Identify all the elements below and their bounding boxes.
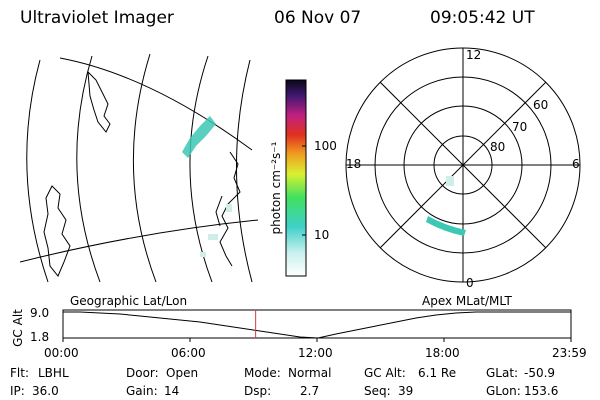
info-glat-value: -50.9 xyxy=(524,366,556,380)
instrument-title: Ultraviolet Imager xyxy=(20,8,174,28)
timeline-xtick-1200: 12:00 xyxy=(298,346,333,360)
map-coastline xyxy=(87,70,111,133)
info-glat-label: GLat: xyxy=(486,366,519,380)
map-lat-arc xyxy=(26,59,49,283)
timeline-ytick-9: 9.0 xyxy=(30,306,50,320)
date-label: 06 Nov 07 xyxy=(274,8,362,28)
polar-diagonal xyxy=(379,81,547,249)
mlt-label-12: 12 xyxy=(466,48,482,62)
info-gain-value: 14 xyxy=(164,384,180,398)
info-seq-value: 39 xyxy=(398,384,414,398)
timeline-frame xyxy=(62,309,572,339)
info-door-value: Open xyxy=(166,366,199,380)
aurora-speckle xyxy=(200,252,206,257)
timeline-ytick-1-8: 1.8 xyxy=(30,330,50,344)
map-lon-line xyxy=(59,57,253,151)
info-dsp-value: 2.7 xyxy=(300,384,320,398)
map-lat-arc xyxy=(132,53,157,283)
info-gcalt-label: GC Alt: xyxy=(364,366,406,380)
mlt-label-18: 18 xyxy=(346,157,362,171)
polar-aurora-oval xyxy=(426,216,466,236)
lat-label-80: 80 xyxy=(490,140,506,154)
map-coastline xyxy=(43,185,71,277)
lat-label-70: 70 xyxy=(512,120,528,134)
info-gcalt-value: 6.1 Re xyxy=(418,366,457,380)
timeline-xtick-2359: 23:59 xyxy=(552,346,587,360)
timeline-left-title: Geographic Lat/Lon xyxy=(70,294,188,308)
info-mode-label: Mode: xyxy=(244,366,281,380)
aurora-speckle xyxy=(208,234,218,240)
info-dsp-label: Dsp: xyxy=(244,384,272,398)
info-door-label: Door: xyxy=(126,366,159,380)
info-mode-value: Normal xyxy=(288,366,332,380)
mlt-label-0: 0 xyxy=(466,276,474,290)
timeline-right-title: Apex MLat/MLT xyxy=(422,294,512,308)
map-lat-arc xyxy=(76,55,101,283)
polar-aurora-speckle xyxy=(446,176,454,186)
aurora-patch xyxy=(182,116,216,158)
time-label: 09:05:42 UT xyxy=(430,8,535,28)
timeline-xtick-0600: 06:00 xyxy=(171,346,206,360)
map-lon-line xyxy=(20,219,258,263)
colorbar-scale xyxy=(285,79,307,277)
lat-label-60: 60 xyxy=(533,98,549,112)
mlt-label-6: 6 xyxy=(572,157,580,171)
timeline-xtick-0000: 00:00 xyxy=(44,346,79,360)
aurora-speckle xyxy=(226,204,232,212)
colorbar-tick-100: 100 xyxy=(314,139,337,153)
info-glon-value: 153.6 xyxy=(524,384,559,398)
info-gain-label: Gain: xyxy=(126,384,158,398)
info-glon-label: GLon: xyxy=(486,384,521,398)
info-ip-value: 36.0 xyxy=(32,384,59,398)
timeline-xtick-1800: 18:00 xyxy=(425,346,460,360)
info-ip-label: IP: xyxy=(10,384,25,398)
map-coastline xyxy=(215,195,223,227)
info-flt-value: LBHL xyxy=(38,366,69,380)
altitude-curve xyxy=(63,311,571,339)
colorbar-tick-10: 10 xyxy=(314,228,330,242)
map-coastline xyxy=(219,151,241,267)
info-seq-label: Seq: xyxy=(364,384,391,398)
info-flt-label: Flt: xyxy=(10,366,29,380)
